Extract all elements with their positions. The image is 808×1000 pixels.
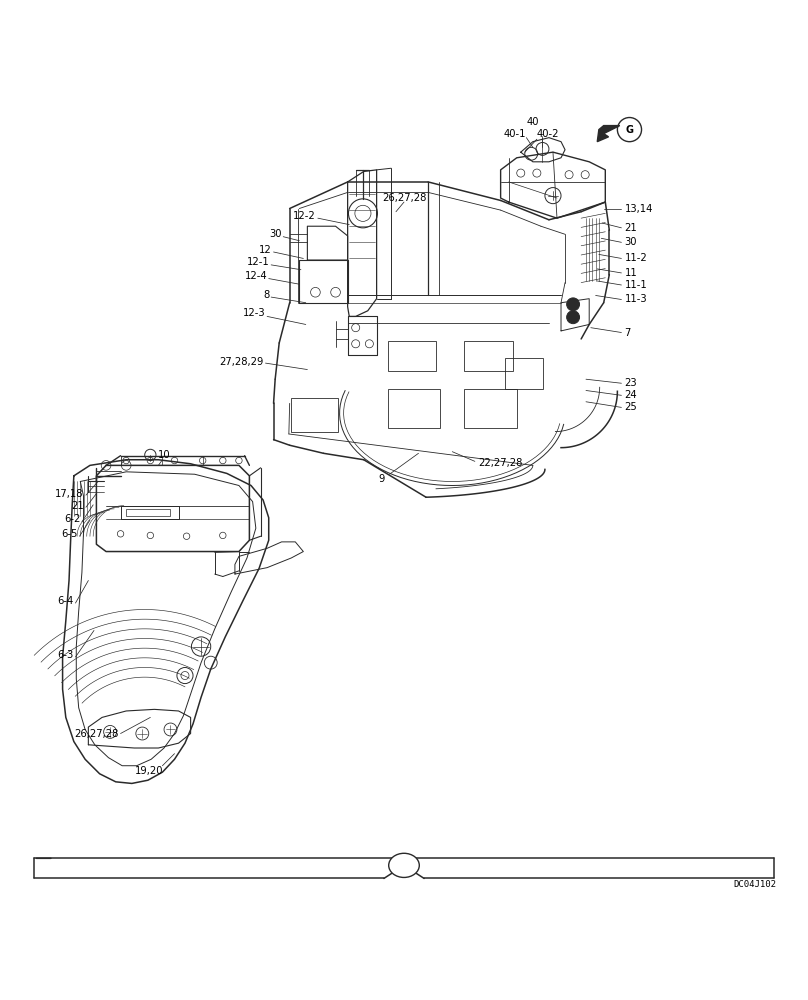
Text: 30: 30	[625, 237, 638, 247]
Circle shape	[566, 298, 579, 311]
Bar	[126, 509, 170, 516]
Text: 12-3: 12-3	[243, 308, 266, 318]
Text: 12-2: 12-2	[292, 211, 315, 221]
Text: 25: 25	[625, 402, 638, 412]
Text: 10: 10	[158, 450, 170, 460]
Text: 17,18: 17,18	[55, 489, 83, 499]
Text: 30: 30	[269, 229, 282, 239]
Text: 21: 21	[625, 223, 638, 233]
Bar	[465, 389, 517, 428]
Text: 9: 9	[378, 474, 385, 484]
Text: 6-5: 6-5	[61, 529, 78, 539]
Text: 24: 24	[625, 390, 638, 400]
Text: 13,14: 13,14	[625, 204, 653, 214]
Text: DC04J102: DC04J102	[733, 880, 776, 889]
Bar	[388, 389, 440, 428]
Bar	[291, 398, 338, 432]
Ellipse shape	[389, 853, 419, 877]
Bar	[505, 358, 543, 389]
Text: 12-4: 12-4	[245, 271, 267, 281]
Text: 6-3: 6-3	[57, 650, 74, 660]
Text: 11: 11	[625, 268, 638, 278]
Text: G: G	[625, 125, 633, 135]
Text: 40-1: 40-1	[503, 129, 525, 139]
Text: 8: 8	[263, 290, 270, 300]
Text: 12-1: 12-1	[246, 257, 270, 267]
Text: 26,27,28: 26,27,28	[382, 193, 426, 203]
Bar	[388, 341, 436, 371]
Bar	[465, 341, 513, 371]
Text: 27,28,29: 27,28,29	[220, 357, 264, 367]
Polygon shape	[597, 126, 620, 142]
Text: 19,20: 19,20	[135, 766, 164, 776]
Text: F: F	[401, 860, 407, 870]
Text: 6-4: 6-4	[57, 596, 74, 606]
Text: 26,27,28: 26,27,28	[74, 729, 118, 739]
Text: 7: 7	[625, 328, 631, 338]
Text: 11-2: 11-2	[625, 253, 647, 263]
Text: 11-3: 11-3	[625, 294, 647, 304]
Text: 6-2: 6-2	[64, 514, 80, 524]
Text: 23: 23	[625, 378, 638, 388]
Text: 11-1: 11-1	[625, 280, 647, 290]
Text: 21: 21	[71, 501, 83, 511]
Text: 40-2: 40-2	[536, 129, 558, 139]
Text: 22,27,28: 22,27,28	[478, 458, 523, 468]
Circle shape	[566, 311, 579, 324]
Text: 12: 12	[259, 245, 272, 255]
Text: 40: 40	[527, 117, 539, 127]
